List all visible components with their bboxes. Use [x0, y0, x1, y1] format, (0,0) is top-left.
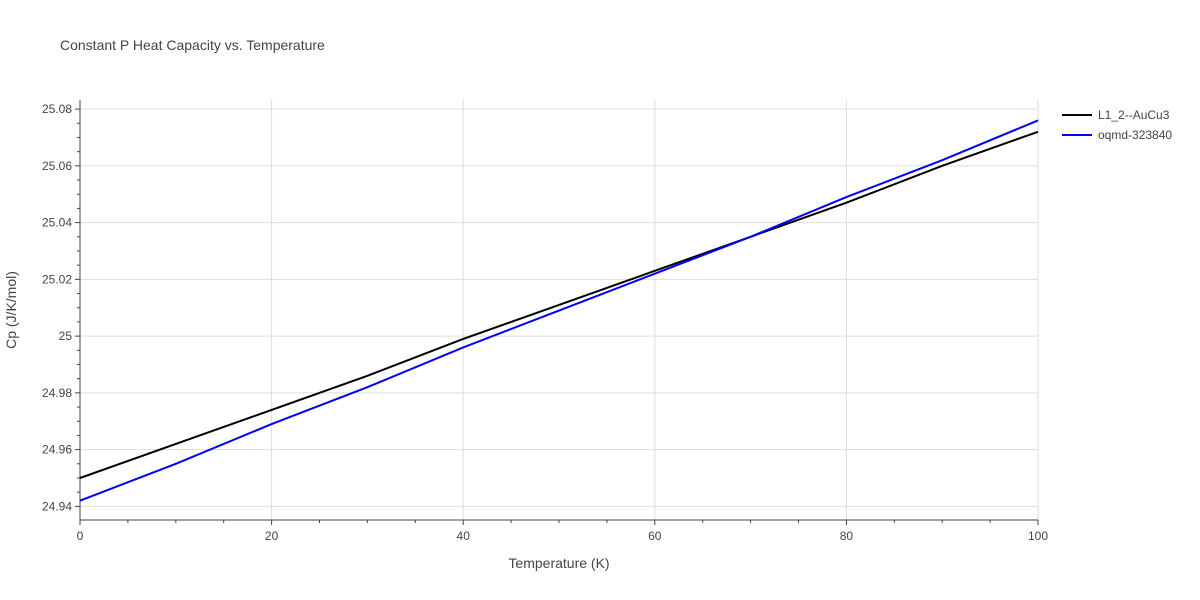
- legend-label: oqmd-323840: [1098, 128, 1172, 142]
- y-tick-label: 25.06: [42, 159, 72, 173]
- legend[interactable]: L1_2--AuCu3 oqmd-323840: [1062, 108, 1172, 142]
- y-tick-label: 24.94: [42, 499, 72, 513]
- x-tick-label: 40: [457, 529, 471, 543]
- series-line-2: [79, 119, 1039, 502]
- x-axis-title: Temperature (K): [508, 555, 609, 571]
- y-tick-label: 25.08: [42, 102, 72, 116]
- y-tick-label: 24.96: [42, 443, 72, 457]
- y-tick-label: 25.04: [42, 216, 72, 230]
- y-tick-label: 25: [59, 329, 73, 343]
- y-axis-title: Cp (J/K/mol): [3, 271, 19, 349]
- chart-title: Constant P Heat Capacity vs. Temperature: [60, 37, 325, 53]
- x-tick-label: 100: [1028, 529, 1048, 543]
- legend-item-1[interactable]: L1_2--AuCu3: [1062, 108, 1170, 122]
- grid: [80, 100, 1039, 520]
- x-tick-label: 80: [840, 529, 854, 543]
- y-tick-label: 25.02: [42, 272, 72, 286]
- series-line-1: [79, 130, 1039, 479]
- x-tick-label: 20: [265, 529, 279, 543]
- series-layer: [79, 119, 1039, 502]
- legend-label: L1_2--AuCu3: [1098, 108, 1170, 122]
- x-tick-label: 60: [648, 529, 662, 543]
- legend-item-2[interactable]: oqmd-323840: [1062, 128, 1172, 142]
- axes: 0 20 40 60 80 100 24.94 24.96 24.98 25 25.02 25.04 2…: [42, 100, 1048, 543]
- x-tick-label: 0: [77, 529, 84, 543]
- y-tick-label: 24.98: [42, 386, 72, 400]
